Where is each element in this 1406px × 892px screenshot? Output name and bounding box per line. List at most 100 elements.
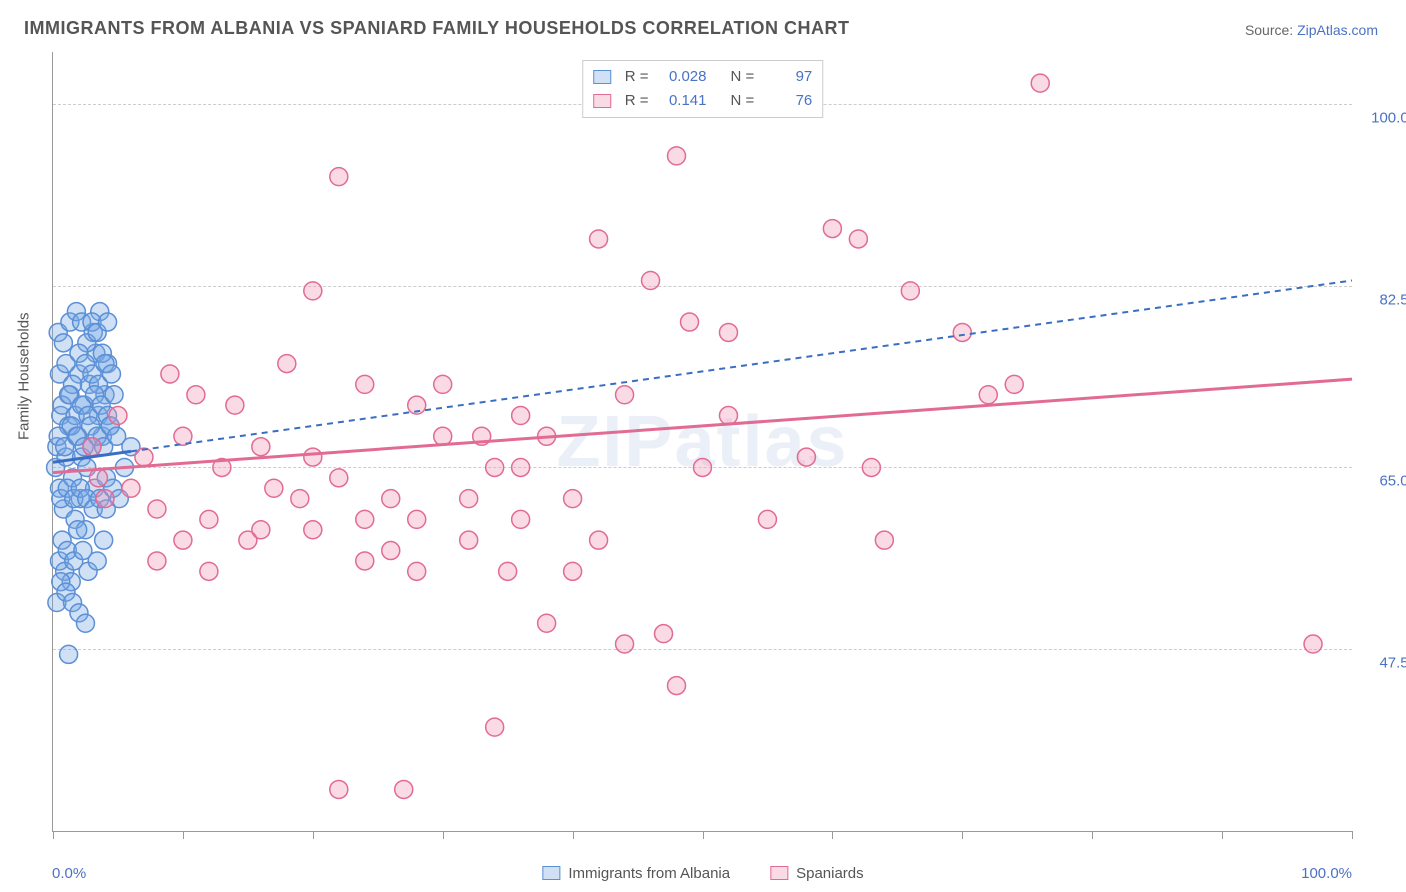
scatter-point [512, 510, 530, 528]
x-tick-mark [573, 831, 574, 839]
r-value-series1: 0.028 [655, 65, 707, 89]
x-tick-mark [962, 831, 963, 839]
x-tick-mark [183, 831, 184, 839]
scatter-point [979, 386, 997, 404]
r-label: R = [625, 89, 649, 113]
correlation-legend: R = 0.028 N = 97 R = 0.141 N = 76 [582, 60, 824, 118]
scatter-point [460, 531, 478, 549]
scatter-point [590, 531, 608, 549]
plot-area: ZIPatlas R = 0.028 N = 97 R = 0.141 N = … [52, 52, 1352, 832]
scatter-point [408, 510, 426, 528]
y-tick-label: 100.0% [1371, 109, 1406, 126]
scatter-point [642, 272, 660, 290]
swatch-series2 [593, 94, 611, 108]
scatter-point [434, 375, 452, 393]
scatter-point [95, 531, 113, 549]
chart-svg [53, 52, 1352, 831]
swatch-series1-bottom [542, 866, 560, 880]
legend-label-series2: Spaniards [796, 865, 864, 882]
x-axis-min-label: 0.0% [52, 865, 86, 882]
scatter-point [862, 458, 880, 476]
chart-title: IMMIGRANTS FROM ALBANIA VS SPANIARD FAMI… [24, 18, 850, 39]
series-legend: Immigrants from Albania Spaniards [542, 865, 863, 882]
scatter-point [382, 542, 400, 560]
scatter-point [1031, 74, 1049, 92]
r-value-series2: 0.141 [655, 89, 707, 113]
scatter-point [356, 552, 374, 570]
scatter-point [69, 521, 87, 539]
scatter-point [304, 282, 322, 300]
scatter-point [161, 365, 179, 383]
scatter-point [694, 458, 712, 476]
scatter-point [96, 490, 114, 508]
legend-row-series2: R = 0.141 N = 76 [593, 89, 813, 113]
scatter-point [616, 635, 634, 653]
x-axis-max-label: 100.0% [1301, 865, 1352, 882]
scatter-point [655, 625, 673, 643]
scatter-point [395, 780, 413, 798]
scatter-point [668, 677, 686, 695]
scatter-point [564, 490, 582, 508]
legend-row-series1: R = 0.028 N = 97 [593, 65, 813, 89]
scatter-point [60, 645, 78, 663]
scatter-point [875, 531, 893, 549]
x-tick-mark [1222, 831, 1223, 839]
trend-line [131, 281, 1352, 452]
scatter-point [252, 521, 270, 539]
scatter-point [148, 500, 166, 518]
y-axis-label: Family Households [16, 312, 33, 440]
scatter-point [330, 780, 348, 798]
legend-label-series1: Immigrants from Albania [568, 865, 730, 882]
scatter-point [382, 490, 400, 508]
scatter-point [102, 365, 120, 383]
scatter-point [616, 386, 634, 404]
source-prefix: Source: [1245, 22, 1297, 38]
scatter-point [499, 562, 517, 580]
scatter-point [486, 718, 504, 736]
scatter-point [135, 448, 153, 466]
scatter-point [512, 407, 530, 425]
scatter-point [252, 438, 270, 456]
scatter-point [1005, 375, 1023, 393]
scatter-point [187, 386, 205, 404]
scatter-point [408, 562, 426, 580]
scatter-point [99, 313, 117, 331]
scatter-point [304, 521, 322, 539]
swatch-series2-bottom [770, 866, 788, 880]
scatter-point [174, 531, 192, 549]
scatter-point [278, 355, 296, 373]
scatter-point [200, 510, 218, 528]
x-tick-mark [1092, 831, 1093, 839]
scatter-point [54, 334, 72, 352]
scatter-point [460, 490, 478, 508]
x-tick-mark [703, 831, 704, 839]
scatter-point [83, 438, 101, 456]
scatter-point [901, 282, 919, 300]
scatter-point [304, 448, 322, 466]
source-link[interactable]: ZipAtlas.com [1297, 22, 1378, 38]
scatter-point [200, 562, 218, 580]
scatter-point [681, 313, 699, 331]
n-label: N = [731, 65, 755, 89]
scatter-point [88, 552, 106, 570]
scatter-point [797, 448, 815, 466]
source-attribution: Source: ZipAtlas.com [1245, 22, 1378, 38]
n-label: N = [731, 89, 755, 113]
scatter-point [668, 147, 686, 165]
scatter-point [122, 479, 140, 497]
scatter-point [538, 614, 556, 632]
scatter-point [512, 458, 530, 476]
scatter-point [105, 386, 123, 404]
scatter-point [564, 562, 582, 580]
scatter-point [953, 323, 971, 341]
n-value-series1: 97 [760, 65, 812, 89]
x-tick-mark [1352, 831, 1353, 839]
scatter-point [356, 375, 374, 393]
scatter-point [823, 220, 841, 238]
scatter-point [226, 396, 244, 414]
x-tick-mark [832, 831, 833, 839]
scatter-point [291, 490, 309, 508]
x-tick-mark [53, 831, 54, 839]
r-label: R = [625, 65, 649, 89]
scatter-point [89, 469, 107, 487]
